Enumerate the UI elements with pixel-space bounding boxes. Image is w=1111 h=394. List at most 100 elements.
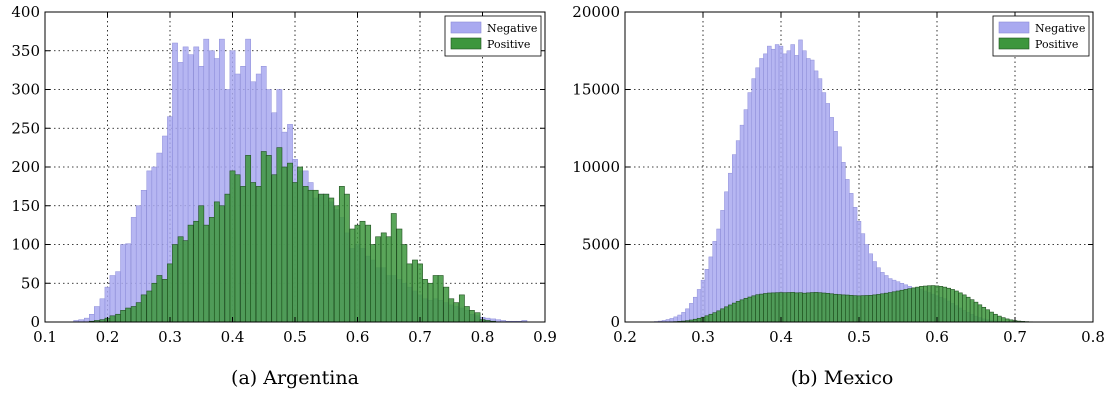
bar-positive: [354, 224, 361, 323]
bar-positive: [343, 193, 350, 323]
bar-positive: [926, 285, 932, 323]
bar-positive: [716, 310, 721, 323]
bar-positive: [852, 295, 858, 323]
bar-positive: [774, 292, 780, 323]
bar-positive: [911, 287, 916, 323]
bar-negative: [813, 70, 819, 323]
y-tick-label: 10000: [572, 158, 620, 176]
bar-positive: [417, 263, 423, 323]
x-tick-label: 0.9: [533, 328, 557, 346]
bar-positive: [704, 315, 710, 323]
bar-negative: [747, 92, 752, 323]
bar-negative: [774, 44, 780, 323]
bar-positive: [989, 311, 994, 323]
x-tick-label: 0.4: [769, 328, 793, 346]
bar-negative: [786, 50, 791, 323]
bar-positive: [167, 263, 173, 323]
x-tick-label: 0.8: [471, 328, 495, 346]
y-tick-label: 400: [11, 3, 40, 21]
bar-positive: [208, 217, 215, 323]
y-tick-label: 150: [11, 197, 40, 215]
bar-positive: [731, 302, 737, 323]
bar-negative: [790, 44, 795, 323]
bar-positive: [130, 306, 137, 323]
bar-positive: [177, 236, 184, 323]
x-tick-label: 0.8: [1081, 328, 1105, 346]
bar-negative: [728, 172, 733, 323]
bar-positive: [798, 292, 803, 323]
bar-negative: [825, 103, 830, 323]
y-tick-label: 50: [21, 274, 40, 292]
bar-negative: [771, 48, 776, 323]
bar-positive: [359, 220, 366, 323]
subfigure-caption: (a) Argentina: [231, 367, 359, 389]
bar-negative: [94, 306, 100, 323]
bar-positive: [109, 315, 116, 323]
bar-positive: [938, 286, 944, 323]
bar-positive: [887, 292, 893, 323]
bar-negative: [89, 314, 95, 323]
bar-negative: [798, 39, 803, 323]
bar-positive: [786, 292, 792, 323]
bar-negative: [104, 286, 111, 323]
bar-positive: [265, 155, 272, 323]
bar-positive: [312, 189, 319, 323]
x-tick-label: 0.4: [221, 328, 245, 346]
bar-negative: [782, 53, 788, 323]
bar-positive: [930, 285, 936, 323]
bar-positive: [156, 275, 163, 323]
bar-negative: [677, 314, 682, 323]
bar-positive: [946, 287, 951, 323]
bar-positive: [841, 294, 846, 323]
bar-positive: [172, 244, 178, 323]
bar-negative: [743, 109, 749, 323]
bar-negative: [817, 78, 823, 323]
bar-positive: [338, 186, 345, 323]
bar-negative: [833, 131, 838, 323]
bar-positive: [860, 295, 866, 323]
bar-positive: [770, 292, 776, 323]
x-tick-label: 0.3: [158, 328, 182, 346]
bar-positive: [829, 293, 834, 323]
bar-positive: [950, 289, 955, 323]
bar-positive: [954, 290, 959, 323]
bar-positive: [790, 292, 795, 323]
legend-label: Positive: [487, 38, 530, 51]
bar-positive: [899, 289, 905, 323]
bar-negative: [712, 241, 717, 323]
bar-positive: [969, 299, 975, 323]
bar-positive: [794, 292, 799, 323]
bar-positive: [427, 282, 434, 323]
bar-positive: [735, 301, 741, 323]
bar-negative: [681, 312, 686, 323]
bar-positive: [302, 186, 309, 323]
x-tick-label: 0.6: [346, 328, 370, 346]
bar-positive: [271, 174, 278, 323]
bar-positive: [884, 292, 889, 323]
bar-positive: [323, 193, 330, 323]
bar-negative: [696, 289, 702, 323]
bar-positive: [135, 302, 142, 323]
y-tick-label: 200: [11, 158, 40, 176]
bar-positive: [229, 170, 236, 323]
bar-positive: [965, 296, 971, 323]
bar-positive: [806, 292, 811, 323]
legend-swatch: [450, 21, 482, 34]
bar-negative: [704, 269, 710, 323]
bar-positive: [307, 189, 314, 323]
bar-negative: [767, 45, 772, 323]
bar-positive: [962, 294, 967, 323]
bar-positive: [993, 313, 998, 323]
bar-positive: [720, 308, 725, 323]
bar-positive: [328, 197, 335, 323]
bar-positive: [297, 166, 303, 323]
bar-negative: [810, 59, 815, 323]
bar-negative: [829, 117, 834, 323]
bar-positive: [187, 224, 194, 323]
x-tick-label: 0.3: [691, 328, 715, 346]
bar-positive: [825, 293, 831, 323]
bar-positive: [396, 228, 403, 323]
bar-positive: [958, 292, 963, 323]
bar-negative: [763, 53, 768, 323]
bar-positive: [115, 313, 122, 323]
